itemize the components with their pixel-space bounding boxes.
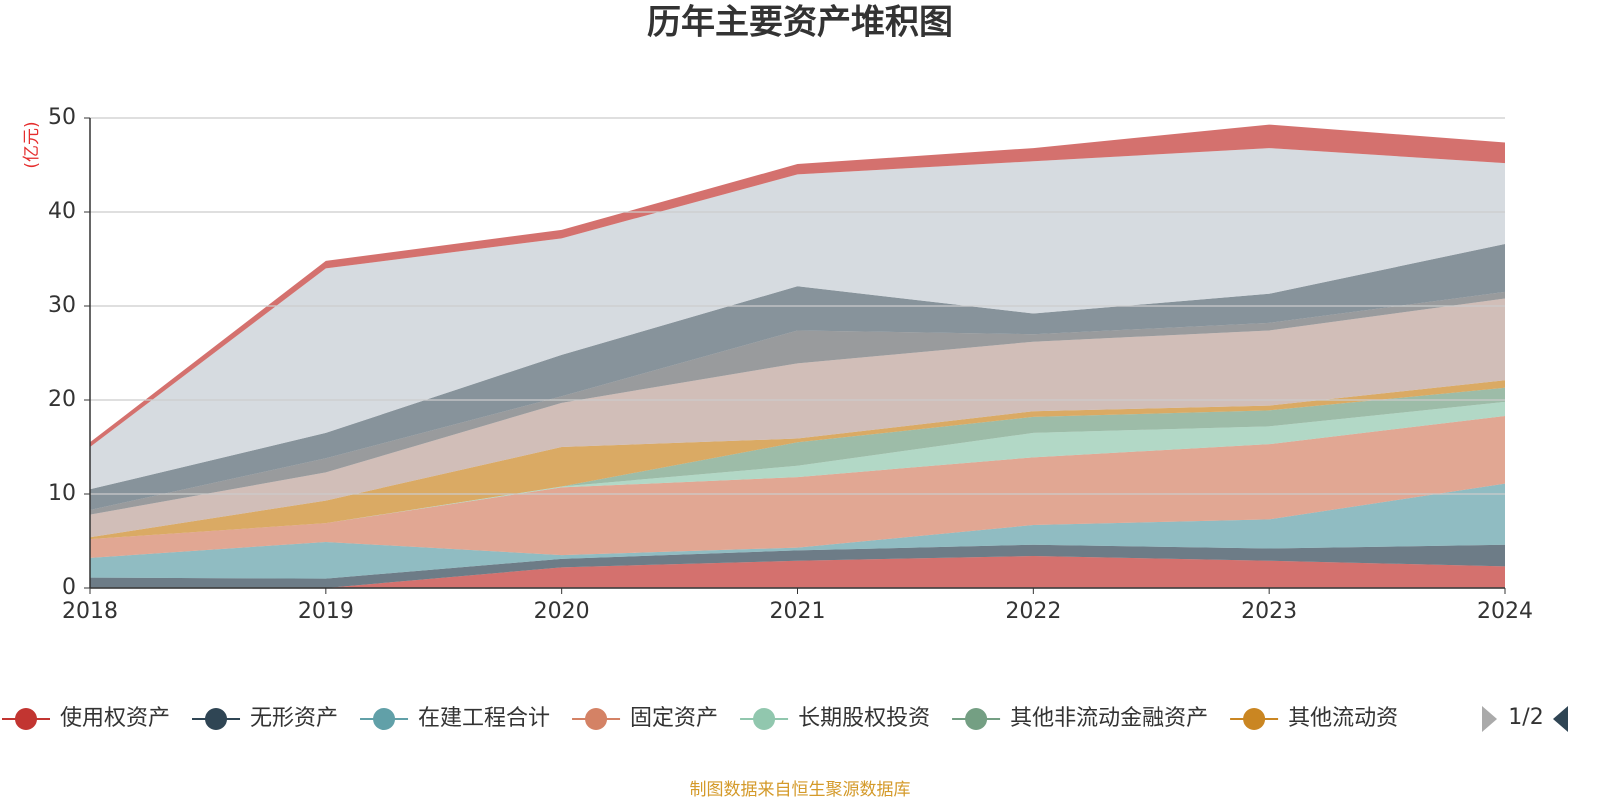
- area: [90, 544, 1505, 588]
- legend-label: 长期股权投资: [798, 706, 930, 731]
- area: [90, 387, 1505, 540]
- legend-item[interactable]: 其他非流动金融资产: [952, 706, 1208, 731]
- legend-marker: [205, 708, 228, 730]
- legend-marker: [585, 708, 608, 730]
- legend-prev[interactable]: [1482, 706, 1497, 732]
- legend-label: 无形资产: [250, 706, 338, 731]
- area: [90, 243, 1505, 510]
- legend-item[interactable]: 其他流动资: [1230, 706, 1398, 731]
- x-tick-label: 2020: [534, 599, 590, 624]
- legend-marker: [15, 708, 37, 730]
- y-tick-label: 40: [48, 199, 76, 224]
- legend-label: 其他流动资: [1288, 706, 1398, 731]
- x-tick-label: 2023: [1241, 599, 1297, 624]
- legend-marker: [965, 708, 988, 730]
- area: [90, 148, 1505, 490]
- legend-item[interactable]: 无形资产: [192, 706, 338, 731]
- y-tick-label: 0: [62, 575, 76, 600]
- legend-next[interactable]: [1553, 706, 1568, 732]
- y-tick-label: 50: [48, 105, 76, 130]
- legend-marker: [373, 708, 396, 730]
- legend-marker: [753, 708, 776, 730]
- x-tick-label: 2018: [62, 599, 118, 624]
- y-axis-label: (亿元): [22, 121, 42, 168]
- area: [90, 401, 1505, 540]
- legend-label: 使用权资产: [60, 706, 170, 731]
- y-tick-label: 30: [48, 293, 76, 318]
- legend-marker: [1243, 708, 1266, 730]
- legend-label: 其他非流动金融资产: [1010, 706, 1208, 731]
- y-tick-label: 20: [48, 387, 76, 412]
- area: [90, 291, 1505, 515]
- x-tick-label: 2019: [298, 599, 354, 624]
- plot-area: [90, 124, 1505, 588]
- area: [90, 298, 1505, 538]
- legend-item[interactable]: 长期股权投资: [740, 706, 930, 731]
- y-tick-label: 10: [48, 481, 76, 506]
- source-note: 制图数据来自恒生聚源数据库: [690, 780, 911, 800]
- area: [90, 483, 1505, 579]
- legend-item[interactable]: 固定资产: [572, 706, 718, 731]
- area: [90, 556, 1505, 588]
- area: [90, 415, 1505, 558]
- legend-item[interactable]: 使用权资产: [2, 706, 170, 731]
- x-tick-label: 2022: [1005, 599, 1061, 624]
- legend-label: 在建工程合计: [418, 706, 550, 731]
- legend-item[interactable]: 在建工程合计: [360, 706, 550, 731]
- x-tick-label: 2024: [1477, 599, 1533, 624]
- legend-label: 固定资产: [630, 706, 718, 731]
- chart-title: 历年主要资产堆积图: [647, 3, 953, 43]
- area: [90, 380, 1505, 540]
- legend-page: 1/2: [1508, 705, 1543, 730]
- x-tick-label: 2021: [770, 599, 826, 624]
